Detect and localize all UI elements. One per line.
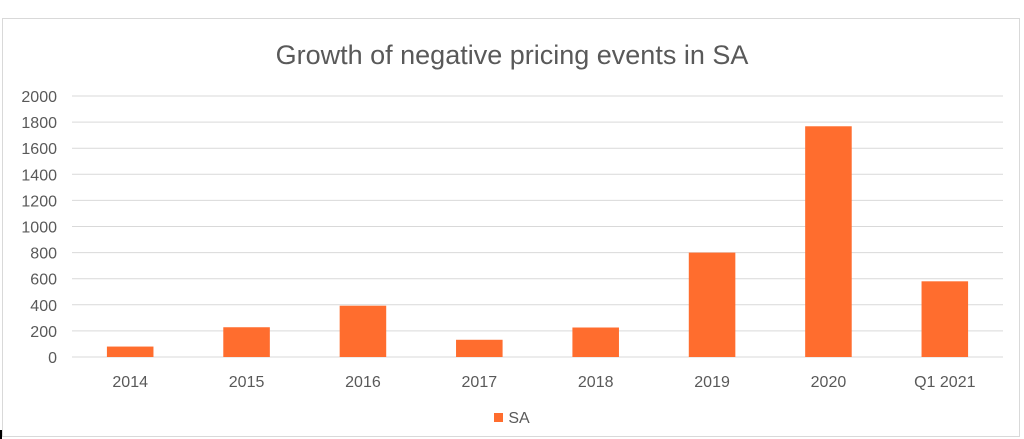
y-tick-label: 1400 xyxy=(21,167,57,184)
gridlines xyxy=(72,95,1003,358)
x-tick-label: 2016 xyxy=(345,374,381,391)
x-tick-label: 2020 xyxy=(811,374,847,391)
y-tick-label: 2000 xyxy=(21,89,57,106)
bar-2016 xyxy=(339,305,387,357)
bar-2020 xyxy=(805,126,852,357)
bars xyxy=(106,126,969,357)
bar-2015 xyxy=(223,327,270,357)
chart-title: Growth of negative pricing events in SA xyxy=(275,40,749,70)
bar-2018 xyxy=(572,327,619,357)
y-axis-ticks: 0 200 400 600 800 1000 1200 1400 1600 1800 2000 xyxy=(21,89,57,367)
y-tick-label: 1600 xyxy=(21,141,57,158)
x-axis-ticks: 2014 2015 2016 2017 2018 2019 2020 Q1 2021 xyxy=(112,374,975,391)
x-tick-label: 2019 xyxy=(694,374,730,391)
legend: SA xyxy=(0,410,1024,428)
x-tick-label: Q1 2021 xyxy=(914,374,975,391)
y-tick-label: 400 xyxy=(30,298,57,315)
x-tick-label: 2017 xyxy=(462,374,498,391)
corner-mark xyxy=(0,430,2,439)
y-tick-label: 200 xyxy=(30,324,57,341)
x-tick-label: 2015 xyxy=(229,374,265,391)
y-tick-label: 800 xyxy=(30,246,57,263)
bar-2019 xyxy=(688,252,736,357)
bar-q1-2021 xyxy=(921,281,969,357)
x-tick-label: 2014 xyxy=(112,374,148,391)
legend-swatch xyxy=(494,413,504,422)
y-tick-label: 600 xyxy=(30,272,57,289)
bar-2017 xyxy=(456,339,503,357)
y-tick-label: 1000 xyxy=(21,220,57,237)
bar-2014 xyxy=(106,346,154,357)
y-tick-label: 1800 xyxy=(21,115,57,132)
y-tick-label: 1200 xyxy=(21,193,57,210)
x-tick-label: 2018 xyxy=(578,374,614,391)
y-tick-label: 0 xyxy=(48,350,57,367)
legend-label: SA xyxy=(508,410,530,427)
